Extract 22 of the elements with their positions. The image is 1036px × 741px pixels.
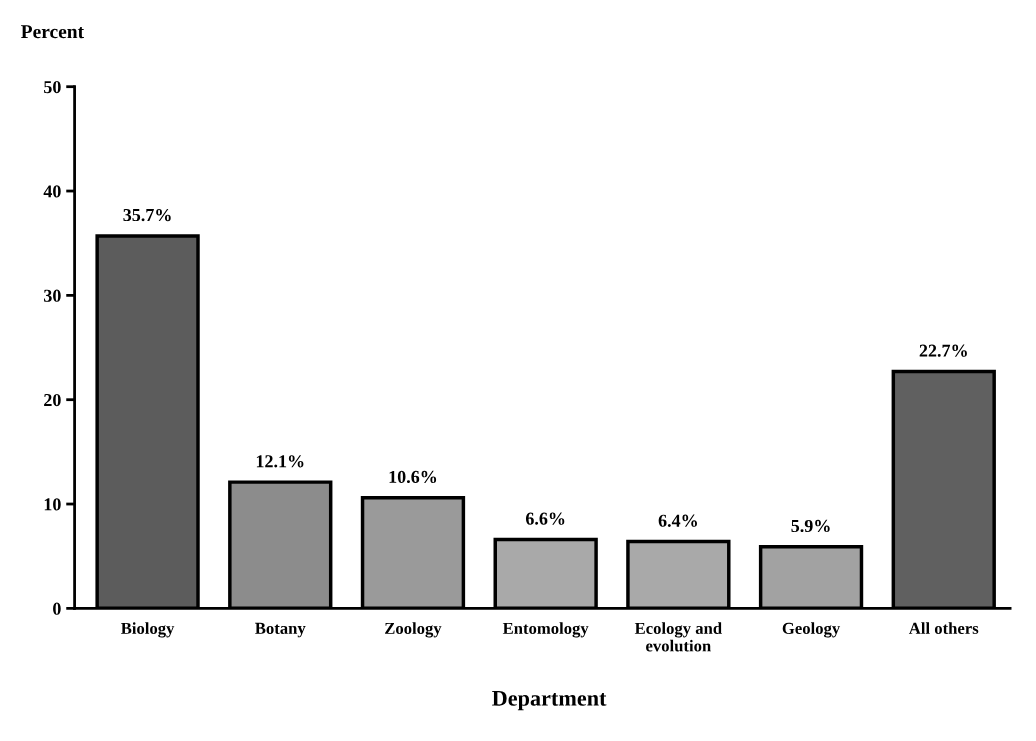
data-label: 35.7% (123, 208, 171, 222)
data-label: 5.9% (791, 519, 830, 533)
data-label: 10.6% (389, 470, 437, 484)
data-label: 22.7% (919, 344, 967, 357)
data-label: 12.1% (256, 455, 304, 468)
y-tick-label: 0 (53, 602, 61, 615)
x-tick-label: Entomology (502, 622, 589, 638)
y-axis-title: Percent (21, 25, 84, 39)
x-tick-label: All others (908, 622, 979, 634)
y-tick-label: 20 (44, 393, 61, 407)
y-tick-label: 40 (43, 185, 61, 198)
x-tick-label: Botany (255, 622, 306, 638)
data-label: 6.4% (658, 514, 697, 527)
x-tick-label: Ecology and evolution (634, 622, 722, 652)
y-tick-label: 10 (44, 498, 61, 511)
x-tick-label: Biology (121, 622, 175, 638)
y-tick-label: 30 (44, 289, 61, 302)
y-tick-label: 50 (44, 80, 61, 94)
x-axis-title: Department (492, 691, 607, 711)
x-tick-label: Zoology (385, 622, 442, 638)
x-tick-label: Geology (782, 622, 841, 638)
data-label: 6.6% (525, 512, 565, 525)
